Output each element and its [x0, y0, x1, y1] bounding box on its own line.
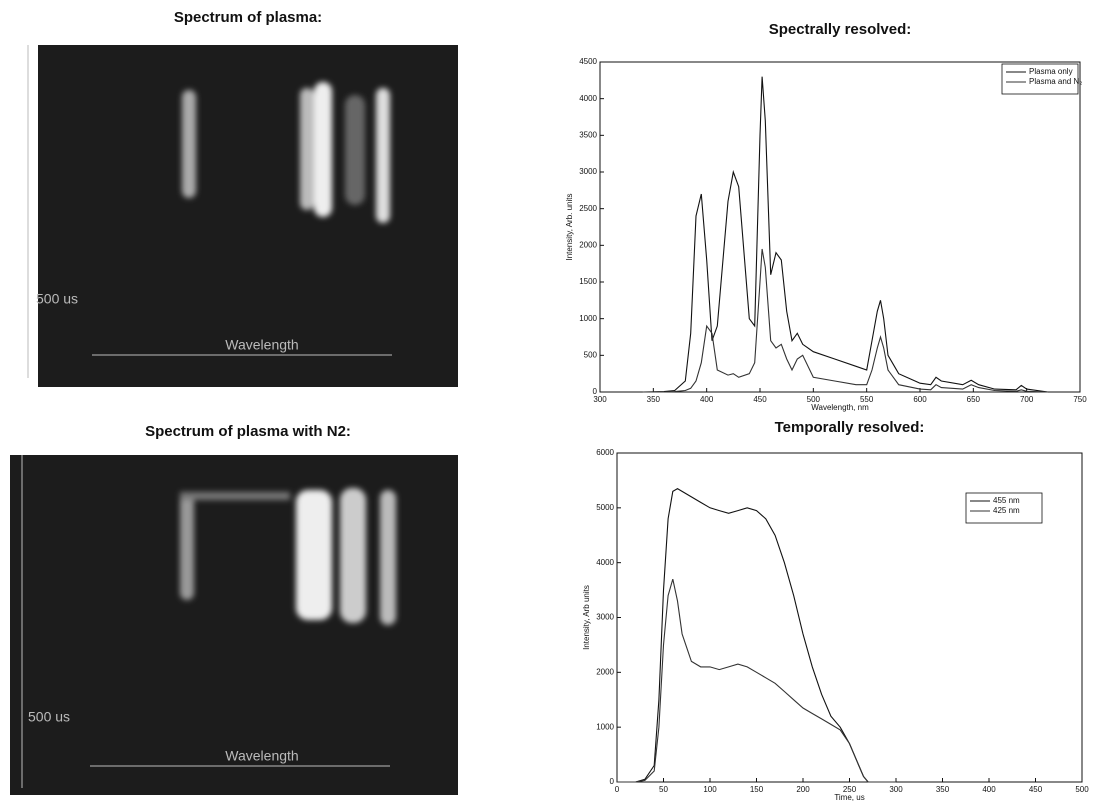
y-tick-label: 3000: [596, 613, 614, 622]
time-label: 500 us: [36, 291, 78, 307]
x-tick-label: 700: [1020, 395, 1034, 404]
x-tick-label: 100: [703, 785, 717, 794]
y-tick-label: 1000: [596, 722, 614, 731]
y-tick-label: 2000: [579, 240, 597, 249]
data-line: [642, 248, 1049, 393]
legend-label: Plasma only: [1029, 67, 1073, 76]
y-tick-label: 6000: [596, 448, 614, 457]
image-title: Spectrum of plasma:: [174, 9, 322, 26]
x-tick-label: 650: [967, 395, 981, 404]
x-tick-label: 150: [750, 785, 764, 794]
y-tick-label: 0: [593, 387, 598, 396]
x-tick-label: 750: [1073, 395, 1087, 404]
data-line: [642, 76, 1049, 393]
image-title: Spectrum of plasma with N2:: [145, 423, 351, 440]
wavelength-label: Wavelength: [225, 337, 298, 353]
chart-title: Temporally resolved:: [775, 419, 925, 436]
spectral-stripes: [182, 82, 390, 223]
x-tick-label: 350: [936, 785, 950, 794]
y-tick-label: 4000: [596, 558, 614, 567]
spectral-stripes: [180, 488, 396, 625]
x-tick-label: 500: [807, 395, 821, 404]
x-tick-label: 250: [843, 785, 857, 794]
x-tick-label: 400: [982, 785, 996, 794]
x-tick-label: 600: [913, 395, 927, 404]
x-tick-label: 0: [615, 785, 620, 794]
y-tick-label: 2500: [579, 204, 597, 213]
x-axis-label: Time, us: [834, 793, 864, 802]
legend-label: Plasma and N₂: [1029, 77, 1082, 86]
y-tick-label: 3500: [579, 130, 597, 139]
data-line: [617, 487, 896, 783]
y-tick-label: 3000: [579, 167, 597, 176]
y-tick-label: 5000: [596, 503, 614, 512]
wavelength-label: Wavelength: [225, 748, 298, 764]
y-tick-label: 500: [584, 350, 598, 359]
time-label: 500 us: [28, 709, 70, 725]
x-tick-label: 550: [860, 395, 874, 404]
legend-label: 425 nm: [993, 506, 1020, 515]
x-tick-label: 200: [796, 785, 810, 794]
chart-title: Spectrally resolved:: [769, 21, 912, 38]
legend-box: [1001, 63, 1079, 95]
y-tick-label: 4000: [579, 94, 597, 103]
y-tick-label: 4500: [579, 57, 597, 66]
x-tick-label: 300: [889, 785, 903, 794]
x-tick-label: 450: [1029, 785, 1043, 794]
y-axis-label: Intensity, Arb. units: [565, 194, 574, 261]
legend-label: 455 nm: [993, 496, 1020, 505]
x-tick-label: 50: [659, 785, 668, 794]
data-line: [617, 578, 896, 783]
legend-box: [965, 492, 1043, 524]
plot-frame: [599, 61, 1081, 393]
y-tick-label: 1500: [579, 277, 597, 286]
y-axis-label: Intensity, Arb units: [582, 585, 591, 650]
y-tick-label: 2000: [596, 667, 614, 676]
x-tick-label: 450: [753, 395, 767, 404]
y-tick-label: 0: [610, 777, 615, 786]
y-tick-label: 1000: [579, 314, 597, 323]
x-axis-label: Wavelength, nm: [811, 403, 869, 412]
x-tick-label: 500: [1075, 785, 1089, 794]
x-tick-label: 300: [593, 395, 607, 404]
spectrum-image: [38, 45, 458, 387]
x-tick-label: 350: [647, 395, 661, 404]
x-tick-label: 400: [700, 395, 714, 404]
